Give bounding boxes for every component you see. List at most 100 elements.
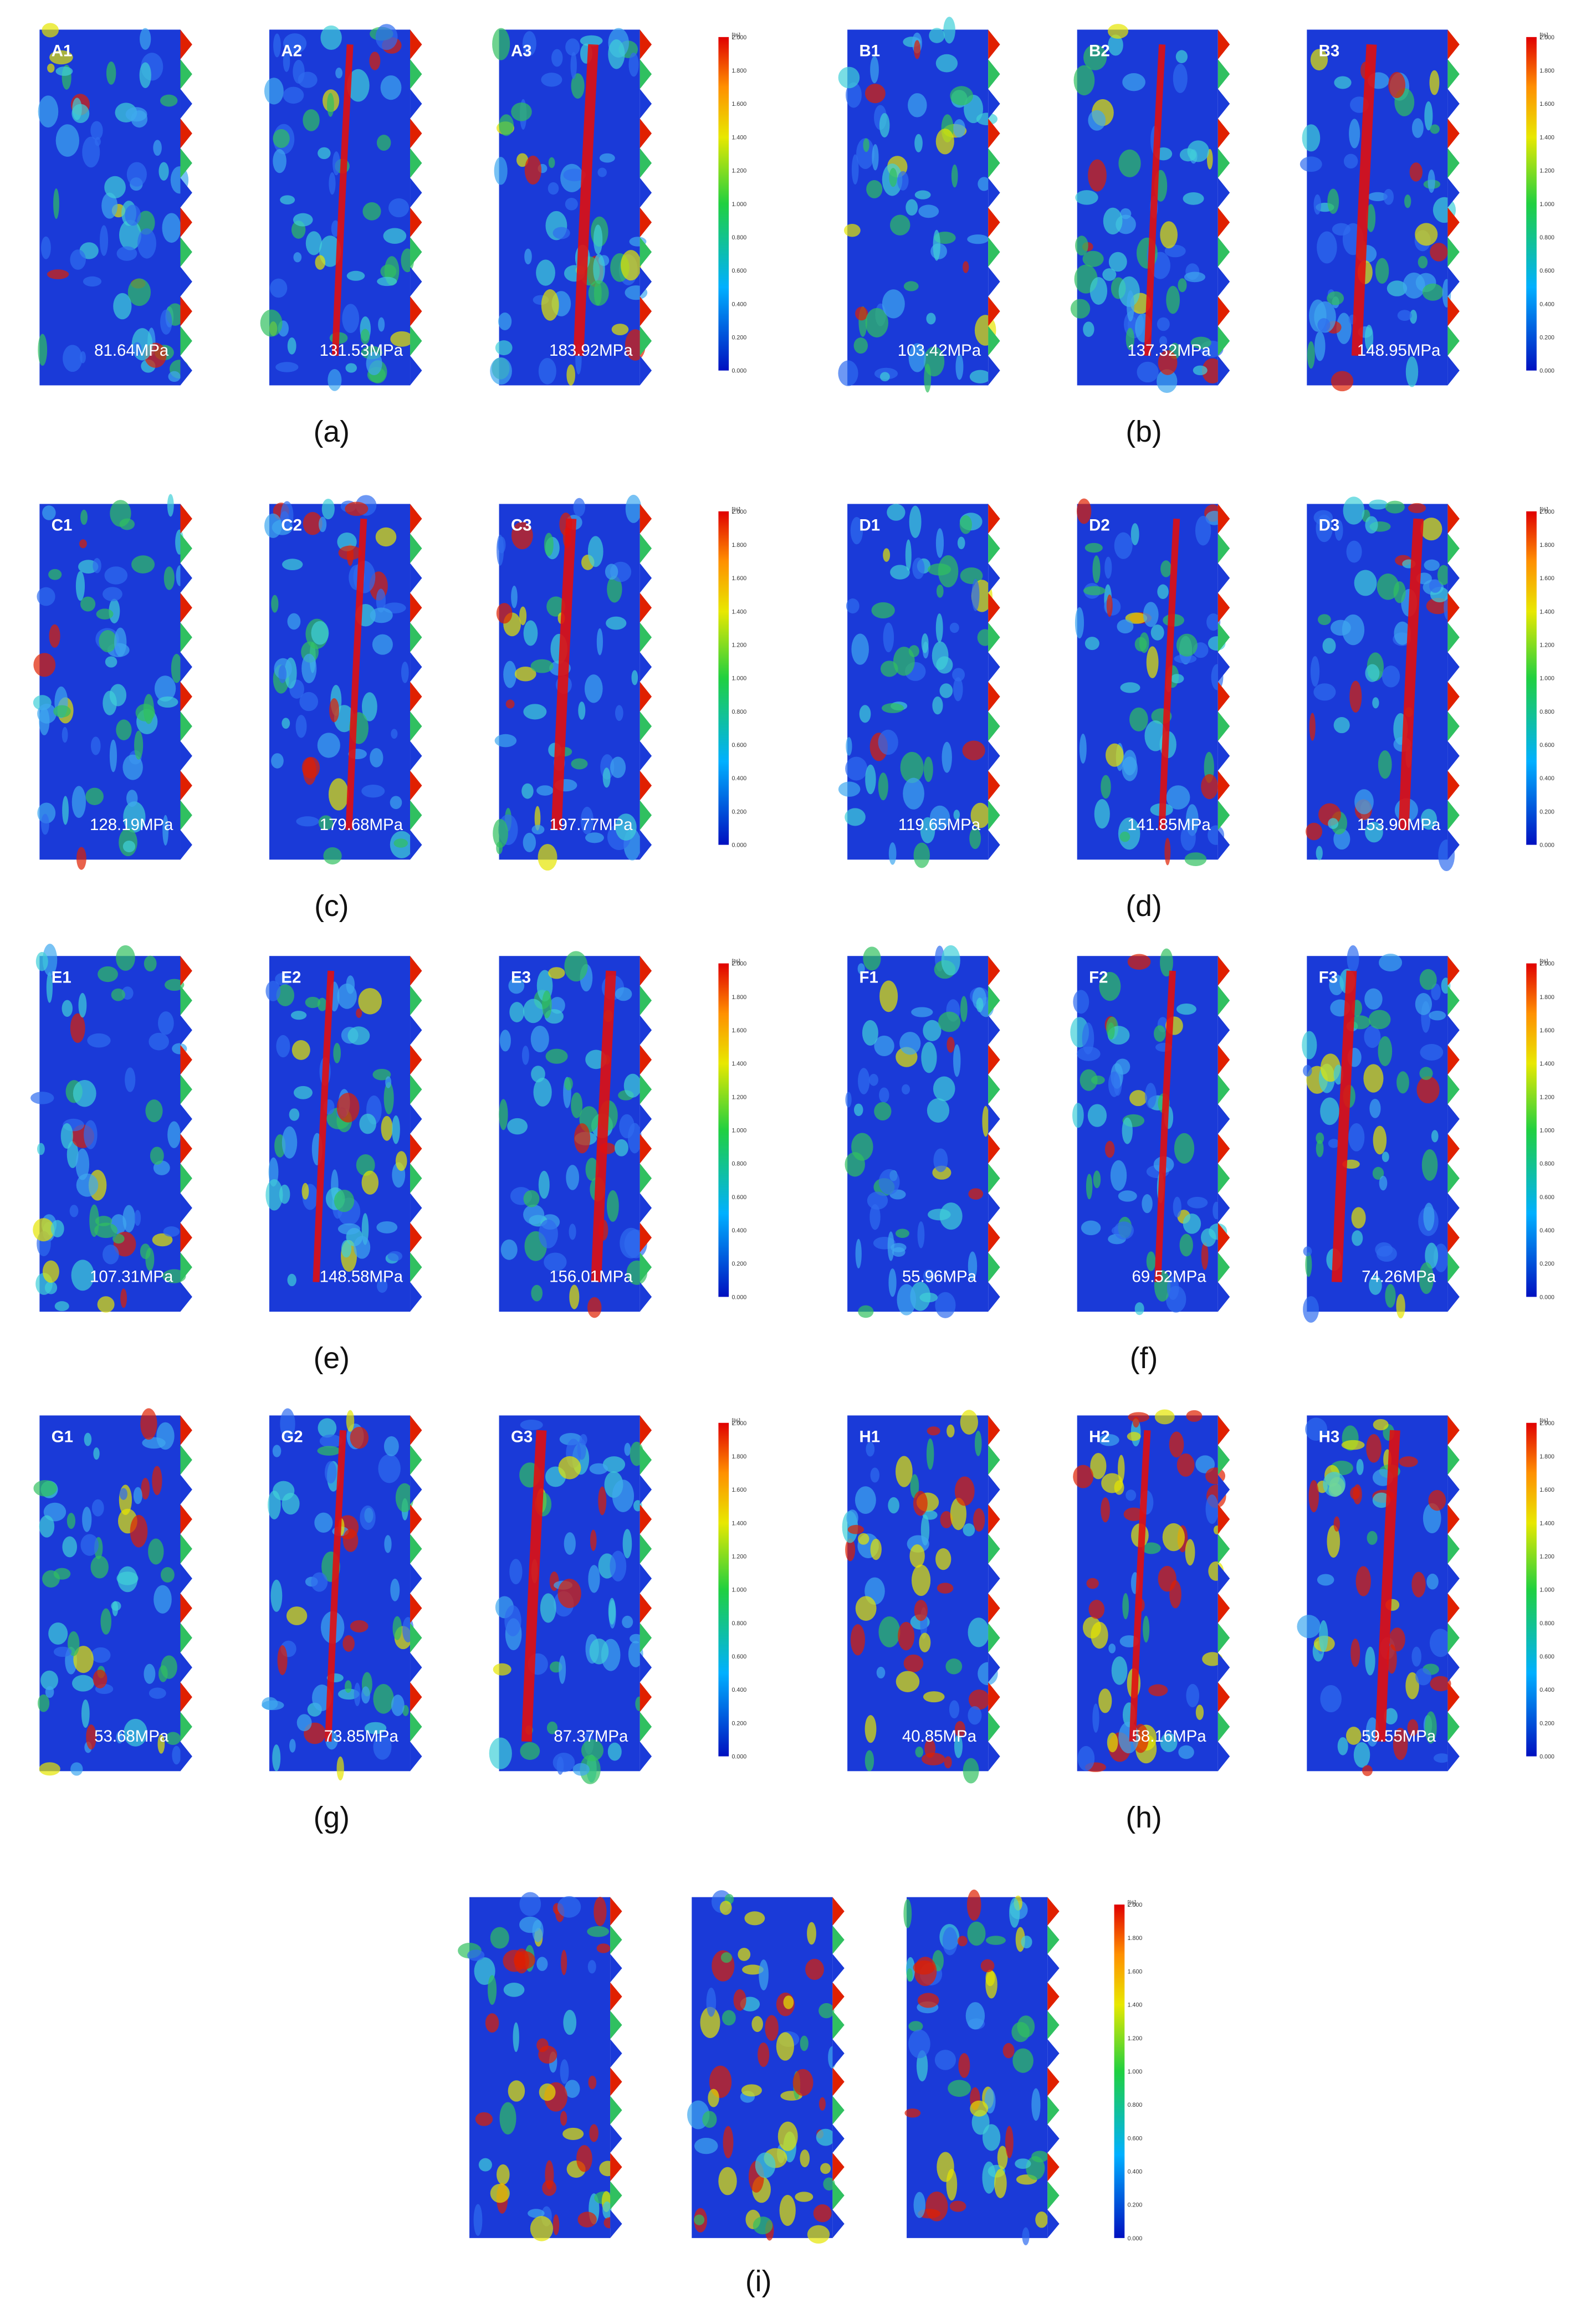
strain-spot [874, 1102, 892, 1121]
strain-spot [1195, 1455, 1215, 1473]
strain-spot [478, 2158, 492, 2172]
edge-tooth [180, 563, 192, 593]
colorbar-tick-label: 2.000 [1539, 509, 1554, 515]
specimen [1070, 948, 1230, 1315]
strain-spot [932, 641, 949, 670]
edge-tooth [988, 326, 1000, 356]
strain-spot [97, 1296, 115, 1313]
strain-spot [319, 1434, 343, 1448]
strain-spot [366, 351, 382, 376]
strain-spot [86, 1724, 96, 1750]
strain-spot [395, 1151, 407, 1171]
colorbar-tick-label: 1.200 [731, 1553, 746, 1560]
strain-spot [945, 1658, 963, 1675]
strain-spot [924, 364, 932, 393]
strain-spot [606, 616, 627, 630]
strain-spot [135, 704, 155, 721]
strain-spot [929, 28, 945, 43]
strain-spot [54, 1301, 69, 1312]
strain-spot [524, 155, 542, 185]
strain-spot [919, 1292, 938, 1303]
strain-spot [538, 358, 556, 385]
strain-spot [625, 494, 642, 523]
strain-spot [103, 587, 122, 602]
strain-spot [845, 1092, 852, 1108]
strain-spot [140, 1408, 157, 1440]
strain-spot [706, 1987, 717, 2017]
strain-spot [346, 1410, 355, 1432]
strain-spot [1186, 1683, 1200, 1708]
edge-tooth [640, 267, 652, 296]
strain-spot [926, 1438, 934, 1470]
strain-spot [1396, 1294, 1405, 1319]
strain-spot [777, 2121, 798, 2151]
edge-tooth [410, 1682, 422, 1712]
strain-spot [610, 1550, 627, 1581]
strain-spot [561, 1949, 567, 1975]
strain-spot [380, 264, 397, 279]
edge-tooth [988, 207, 1000, 237]
edge-tooth [1447, 326, 1460, 356]
strain-spot [99, 629, 117, 653]
edge-tooth [640, 830, 652, 860]
edge-tooth [640, 1534, 652, 1564]
strain-spot [694, 2138, 718, 2154]
strain-spot [1160, 560, 1172, 577]
strain-spot [1364, 325, 1374, 351]
colorbar-tick-label: 0.400 [731, 301, 746, 308]
strain-spot [84, 1120, 98, 1149]
colorbar-tick-label: 0.000 [1539, 1754, 1554, 1760]
edge-tooth [180, 592, 192, 623]
panel-caption: (c) [314, 890, 349, 923]
strain-spot [1424, 559, 1440, 571]
edge-tooth [832, 2209, 845, 2238]
colorbar-tick-label: 1.400 [1128, 2002, 1143, 2009]
strain-spot [911, 1564, 931, 1596]
strain-spot [963, 1523, 975, 1537]
panel-caption: (f) [1130, 1342, 1158, 1375]
strain-spot [1379, 954, 1403, 972]
strain-spot [866, 180, 883, 198]
strain-spot [864, 1750, 874, 1772]
strain-spot [1328, 818, 1339, 830]
panel-caption: (e) [314, 1342, 350, 1375]
strain-spot [303, 512, 323, 535]
strain-spot [850, 516, 863, 545]
strain-spot [1418, 255, 1428, 269]
strain-spot [1327, 291, 1344, 305]
edge-tooth [410, 1475, 422, 1504]
strain-spot [1134, 1302, 1144, 1315]
edge-tooth [988, 296, 1000, 326]
strain-spot [906, 1968, 913, 1982]
strain-spot [1365, 516, 1378, 534]
strain-spot [314, 1512, 333, 1533]
edge-tooth [1217, 29, 1230, 59]
strain-spot [383, 1436, 399, 1457]
edge-tooth [180, 1622, 192, 1653]
strain-spot [132, 342, 142, 356]
edge-tooth [1217, 800, 1230, 830]
edge-tooth [410, 1104, 422, 1134]
strain-spot [898, 1621, 915, 1651]
strain-spot [511, 102, 532, 121]
edge-tooth [1217, 148, 1230, 178]
strain-spot [1328, 1139, 1340, 1148]
strain-spot [345, 1680, 352, 1693]
strain-spot [566, 1165, 580, 1190]
strain-spot [1388, 71, 1405, 99]
strain-spot [341, 1240, 352, 1258]
strain-spot [934, 2050, 956, 2070]
strain-band [1158, 518, 1180, 831]
strain-spot [318, 516, 327, 533]
strain-spot [264, 513, 282, 538]
strain-spot [939, 683, 953, 698]
colorbar-tick-label: 1.400 [1539, 134, 1554, 141]
strain-spot [628, 1641, 643, 1667]
strain-spot [87, 1033, 111, 1048]
edge-tooth [410, 985, 422, 1016]
strain-spot [318, 815, 334, 831]
strain-spot [1123, 1507, 1144, 1521]
strain-spot [1126, 327, 1134, 351]
strain-spot [305, 231, 322, 255]
edge-tooth [640, 1504, 652, 1534]
